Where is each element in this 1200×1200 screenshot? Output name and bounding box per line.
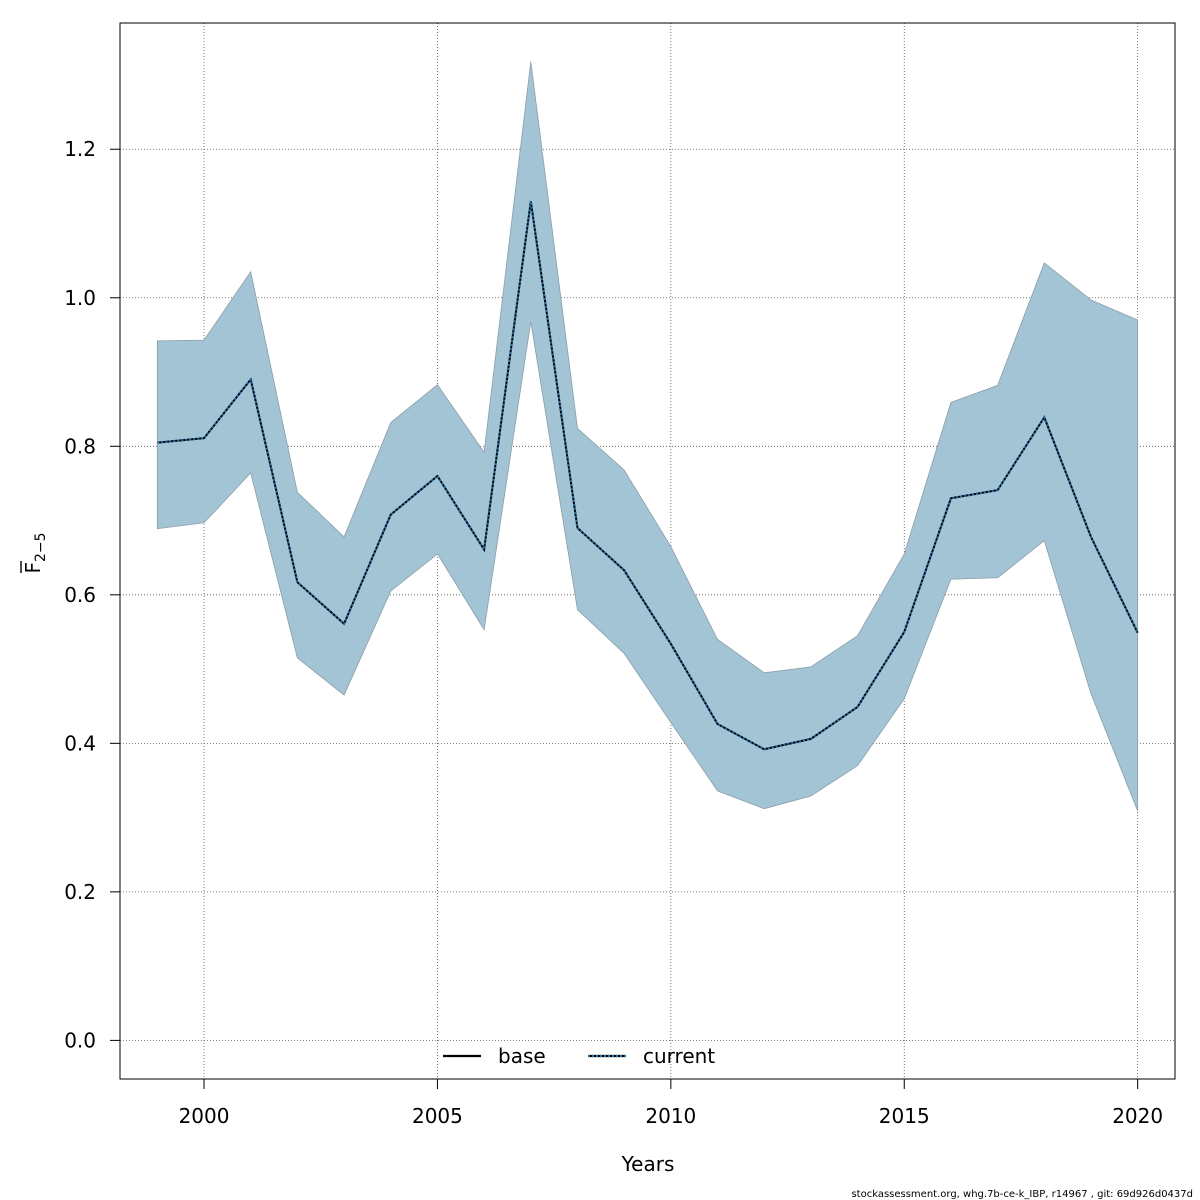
footer-note: stockassessment.org, whg.7b-ce-k_IBP, r1… [851, 1189, 1193, 1200]
y-tick-label: 0.2 [64, 880, 96, 904]
y-axis-title-main: F [21, 562, 45, 574]
x-tick-label: 2015 [879, 1104, 930, 1128]
series-line-current [157, 201, 1139, 751]
legend: base current [443, 1044, 715, 1068]
x-axis-title: Years [621, 1152, 675, 1176]
y-tick-label: 0.8 [64, 434, 96, 458]
y-tick-label: 0.6 [64, 583, 96, 607]
y-tick-label: 0.4 [64, 731, 96, 755]
x-tick-label: 2010 [645, 1104, 696, 1128]
y-tick-label: 0.0 [64, 1028, 96, 1052]
legend-label-base: base [498, 1044, 546, 1068]
y-axis: 0.0 0.2 0.4 0.6 0.8 1.0 1.2 [64, 137, 120, 1052]
x-axis: 2000 2005 2010 2015 2020 [179, 1079, 1163, 1128]
y-axis-title: F2−5 [20, 532, 49, 574]
x-tick-label: 2005 [412, 1104, 463, 1128]
plot-frame [119, 22, 1176, 1080]
confidence-band [156, 61, 1139, 812]
x-tick-label: 2020 [1112, 1104, 1163, 1128]
y-tick-label: 1.0 [64, 286, 96, 310]
y-tick-label: 1.2 [64, 137, 96, 161]
y-axis-title-sub: 2−5 [33, 532, 49, 562]
legend-label-current: current [643, 1044, 715, 1068]
svg-text:F2−5: F2−5 [21, 532, 49, 573]
x-tick-label: 2000 [179, 1104, 230, 1128]
